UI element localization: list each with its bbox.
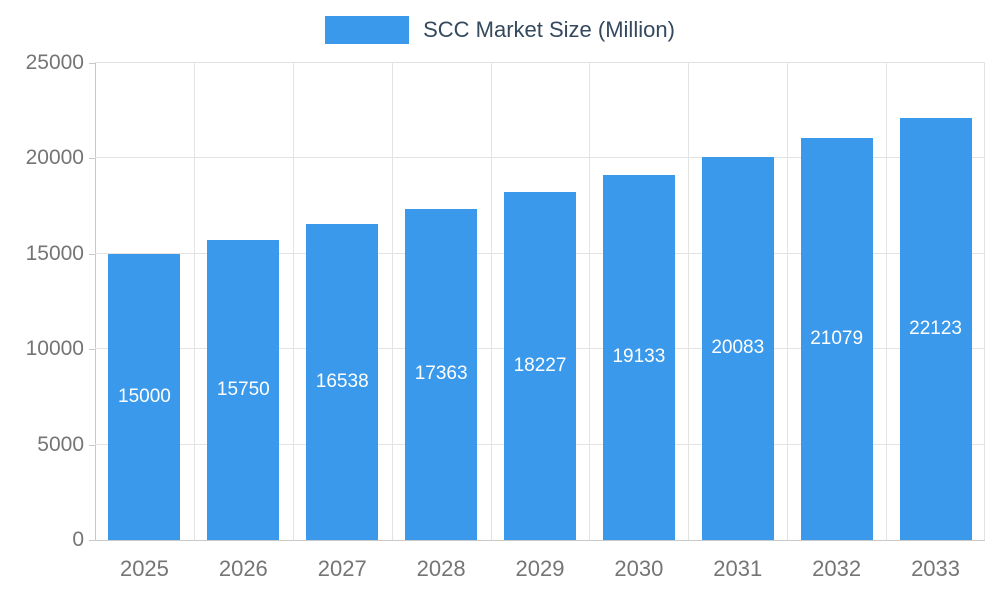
- gridline-vertical: [490, 63, 492, 540]
- bar-value-label: 21079: [810, 327, 864, 349]
- x-axis-label-2030: 2030: [614, 556, 664, 581]
- y-axis-line: [95, 63, 96, 540]
- y-axis-tick-mark: [89, 63, 95, 64]
- x-axis-label-2026: 2026: [218, 556, 268, 581]
- legend-swatch-icon: [325, 16, 410, 44]
- bar-2028: 17363: [405, 208, 478, 540]
- x-axis-label-2029: 2029: [515, 556, 565, 581]
- y-axis-tick-label: 10000: [25, 337, 84, 361]
- bar-2030: 19133: [602, 174, 675, 540]
- legend-item[interactable]: SCC Market Size (Million): [325, 16, 675, 44]
- gridline-vertical: [391, 63, 393, 540]
- gridline-vertical: [886, 63, 888, 540]
- y-axis-tick-label: 0: [72, 528, 84, 551]
- gridline-vertical: [589, 63, 591, 540]
- x-axis-label-2031: 2031: [713, 556, 763, 581]
- y-axis-tick-mark: [89, 158, 95, 160]
- bar-2026: 15750: [207, 239, 280, 540]
- bar-2025: 15000: [108, 253, 181, 540]
- gridline-vertical: [688, 63, 690, 540]
- bar-2032: 21079: [800, 137, 873, 540]
- x-axis-label-2027: 2027: [317, 556, 367, 581]
- legend-label: SCC Market Size (Million): [423, 17, 675, 42]
- y-axis-tick-mark: [89, 253, 95, 255]
- x-axis-label-2033: 2033: [911, 556, 961, 581]
- bar-value-label: 22123: [909, 317, 962, 339]
- gridline-vertical: [193, 63, 195, 540]
- bar-value-label: 20083: [711, 337, 765, 359]
- x-axis-label-2025: 2025: [119, 556, 169, 581]
- bar-value-label: 15000: [118, 385, 171, 407]
- x-axis-label-2032: 2032: [812, 556, 862, 581]
- y-axis-tick-label: 5000: [37, 432, 84, 456]
- gridline-vertical: [787, 63, 789, 540]
- gridline-horizontal: [95, 62, 985, 63]
- bar-value-label: 17363: [414, 363, 468, 385]
- gridline-vertical: [292, 63, 294, 540]
- bar-value-label: 18227: [513, 355, 567, 377]
- x-axis-line: [95, 540, 985, 541]
- gridline-horizontal: [95, 157, 985, 159]
- gridline-vertical: [984, 63, 985, 540]
- bar-2029: 18227: [504, 192, 576, 540]
- y-axis-tick-label: 20000: [25, 146, 84, 170]
- x-axis-label-2028: 2028: [416, 556, 466, 581]
- plot-area: 15000 15750 16538 17363 18227 19133 20083 21079…: [95, 62, 985, 540]
- y-axis-tick-mark: [89, 349, 95, 351]
- y-axis-tick-mark: [89, 540, 95, 541]
- y-axis-tick-label: 25000: [25, 51, 84, 74]
- bar-2031: 20083: [701, 156, 774, 540]
- bar-value-label: 19133: [612, 346, 666, 368]
- bar-2033: 22123: [899, 117, 972, 540]
- y-axis-tick-label: 15000: [25, 241, 84, 265]
- bar-value-label: 16538: [315, 371, 369, 393]
- bar-2027: 16538: [306, 224, 379, 540]
- chart-legend: SCC Market Size (Million): [0, 16, 1000, 44]
- y-axis-tick-mark: [89, 444, 95, 446]
- bar-value-label: 15750: [216, 378, 270, 400]
